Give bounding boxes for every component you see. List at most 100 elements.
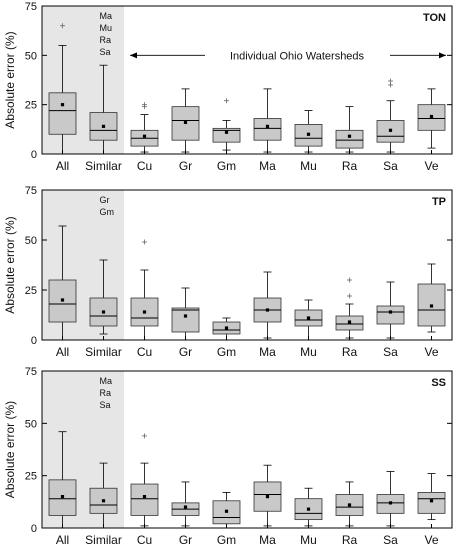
similar-member-label: Ra <box>100 388 112 398</box>
box-iqr <box>335 129 364 149</box>
mean-marker <box>142 310 147 314</box>
box-sa <box>376 281 405 339</box>
mean-marker <box>183 505 188 509</box>
box-ma <box>253 88 282 153</box>
y-tick-label: 0 <box>31 149 37 161</box>
plot-frame <box>41 370 453 529</box>
box-ra <box>335 106 364 153</box>
mean-marker <box>60 103 65 107</box>
x-category-label: All <box>56 345 69 359</box>
mean-marker <box>101 310 106 314</box>
annotation-arrow-left-head <box>130 52 137 59</box>
mean-marker <box>265 308 270 312</box>
box-mu <box>294 299 323 341</box>
x-category-label: Cu <box>137 159 152 173</box>
chart-panel-ss: 0 25 50 75 Absolute error (%) SS Ma Ra Sa All Simi… <box>3 366 453 547</box>
box-ve <box>417 88 446 149</box>
box-sa <box>376 78 405 153</box>
x-category-label: Sa <box>383 159 398 173</box>
mean-marker <box>101 499 106 503</box>
y-tick-label: 0 <box>31 523 37 535</box>
x-category-label: Sa <box>383 345 398 359</box>
mean-marker <box>306 132 311 136</box>
mean-marker <box>101 124 106 128</box>
y-tick-label: 50 <box>25 235 37 247</box>
box-all <box>48 225 77 341</box>
plot-frame <box>41 5 453 155</box>
mean-marker <box>265 124 270 128</box>
mean-marker <box>347 134 352 138</box>
chart-panel-tp: 0 25 50 75 Absolute error (%) TP Gr Gm All Simila… <box>3 185 453 359</box>
x-category-label: Cu <box>137 533 152 547</box>
x-category-label: Ve <box>424 533 438 547</box>
box-iqr <box>212 127 241 143</box>
y-axis-label: Absolute error (%) <box>3 401 17 498</box>
mean-marker <box>306 316 311 320</box>
mean-marker <box>224 130 229 134</box>
mean-marker <box>306 507 311 511</box>
x-category-label: Ra <box>342 159 358 173</box>
box-iqr <box>253 118 282 141</box>
box-similar <box>89 259 118 335</box>
box-ra <box>335 481 364 527</box>
panel-tag: SS <box>431 377 446 389</box>
box-cu <box>130 433 159 527</box>
box-gr <box>171 88 200 153</box>
y-tick-label: 0 <box>31 335 37 347</box>
similar-member-label: Mu <box>100 23 113 33</box>
y-axis-label: Absolute error (%) <box>3 31 17 128</box>
mean-marker <box>388 310 393 314</box>
box-iqr <box>48 92 77 135</box>
box-gm <box>212 317 241 341</box>
mean-marker <box>224 509 229 513</box>
box-iqr <box>130 297 159 327</box>
mean-marker <box>224 326 229 330</box>
mean-marker <box>183 314 188 318</box>
box-cu <box>130 239 159 341</box>
box-sa <box>376 471 405 527</box>
annotation-arrow-right-head <box>439 52 446 59</box>
box-mu <box>294 487 323 527</box>
mean-marker <box>142 495 147 499</box>
box-gr <box>171 287 200 341</box>
box-iqr <box>417 492 446 514</box>
y-tick-label: 25 <box>25 100 37 112</box>
mean-marker <box>347 320 352 324</box>
box-ra <box>335 277 364 339</box>
mean-marker <box>265 495 270 499</box>
similar-member-label: Sa <box>100 400 111 410</box>
panel-tag: TP <box>432 196 446 208</box>
mean-marker <box>60 298 65 302</box>
x-category-label: Ve <box>424 345 438 359</box>
box-gm <box>212 98 241 151</box>
x-category-label: Similar <box>85 345 122 359</box>
box-cu <box>130 102 159 153</box>
box-gr <box>171 481 200 527</box>
x-category-label: Ma <box>259 345 276 359</box>
box-gm <box>212 492 241 529</box>
x-category-label: Gr <box>179 533 192 547</box>
box-mu <box>294 110 323 153</box>
similar-member-label: Ma <box>100 11 113 21</box>
x-category-label: Gr <box>179 345 192 359</box>
box-all <box>48 23 77 155</box>
similar-member-label: Gm <box>100 207 115 217</box>
x-category-label: Gr <box>179 159 192 173</box>
similar-member-label: Ra <box>100 35 112 45</box>
x-category-label: Ve <box>424 159 438 173</box>
mean-marker <box>60 495 65 499</box>
box-ma <box>253 271 282 339</box>
box-ve <box>417 473 446 521</box>
box-iqr <box>376 305 405 325</box>
x-category-label: Sa <box>383 533 398 547</box>
y-tick-label: 25 <box>25 285 37 297</box>
x-category-label: Mu <box>300 159 317 173</box>
box-iqr <box>130 483 159 516</box>
mean-marker <box>388 501 393 505</box>
box-ma <box>253 464 282 527</box>
y-tick-label: 75 <box>25 185 37 197</box>
x-category-label: Similar <box>85 159 122 173</box>
mean-marker <box>388 128 393 132</box>
x-category-label: Gm <box>217 345 236 359</box>
x-category-label: All <box>56 533 69 547</box>
